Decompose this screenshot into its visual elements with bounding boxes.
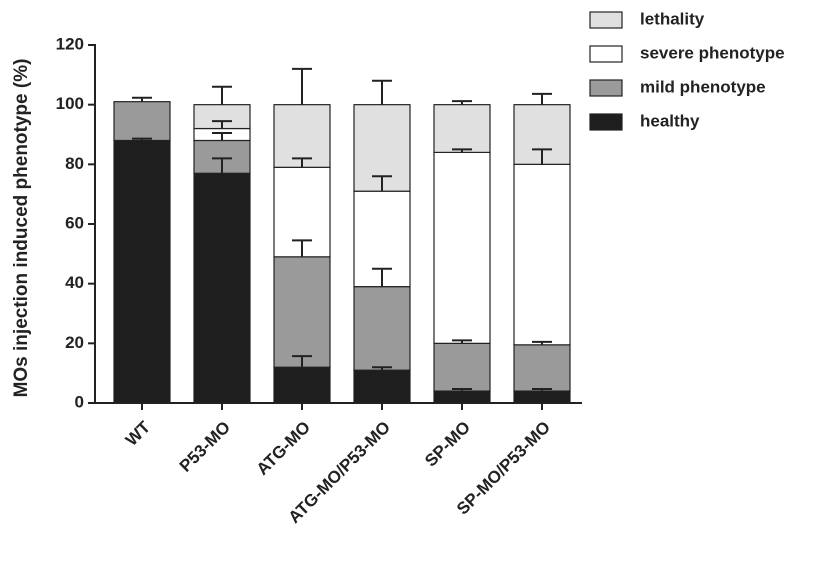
- bar-segment: [433, 390, 491, 404]
- y-tick-label: 80: [65, 154, 84, 173]
- error-bar: [292, 355, 312, 368]
- bar-segment: [273, 366, 331, 404]
- error-bar: [132, 137, 152, 141]
- legend-label: healthy: [640, 111, 700, 130]
- legend-label: mild phenotype: [640, 77, 766, 96]
- bar-segment: [113, 139, 171, 404]
- x-tick-label: WT: [122, 417, 155, 450]
- y-tick-label: 40: [65, 273, 84, 292]
- error-bar: [452, 339, 472, 344]
- legend-swatch: [589, 79, 623, 97]
- x-tick-label: ATG-MO: [253, 418, 314, 479]
- error-bar: [452, 148, 472, 153]
- bar-segment: [113, 101, 171, 142]
- error-bar: [212, 157, 232, 174]
- error-bar: [132, 96, 152, 102]
- bar-segment: [433, 104, 491, 153]
- y-tick-label: 120: [56, 34, 84, 53]
- error-bar: [212, 132, 232, 141]
- y-tick-label: 100: [56, 94, 84, 113]
- legend-swatch: [589, 113, 623, 131]
- bar-segment: [193, 172, 251, 404]
- legend-swatch: [589, 45, 623, 63]
- error-bar: [452, 100, 472, 105]
- x-tick-label: SP-MO: [421, 418, 474, 471]
- legend-label: severe phenotype: [640, 43, 785, 62]
- legend-swatch: [589, 11, 623, 29]
- error-bar: [372, 175, 392, 192]
- x-tick-label: P53-MO: [176, 418, 234, 476]
- y-tick-label: 0: [75, 392, 84, 411]
- y-tick-label: 20: [65, 333, 84, 352]
- bar-segment: [273, 256, 331, 368]
- error-bar: [372, 267, 392, 287]
- error-bar: [372, 79, 392, 105]
- legend-label: lethality: [640, 9, 705, 28]
- error-bar: [292, 67, 312, 105]
- bar-segment: [433, 151, 491, 344]
- error-bar: [292, 239, 312, 257]
- bar-segment: [513, 390, 571, 404]
- error-bar: [532, 92, 552, 105]
- error-bar: [212, 120, 232, 129]
- error-bar: [532, 387, 552, 392]
- error-bar: [292, 157, 312, 168]
- y-tick-label: 60: [65, 213, 84, 232]
- error-bar: [212, 85, 232, 105]
- bar-segment: [273, 104, 331, 168]
- error-bar: [452, 387, 472, 392]
- bar-segment: [433, 342, 491, 392]
- bar-segment: [353, 286, 411, 371]
- error-bar: [532, 340, 552, 345]
- error-bar: [372, 366, 392, 371]
- error-bar: [532, 148, 552, 165]
- bar-segment: [513, 163, 571, 346]
- y-axis-label: MOs injection induced phenotype (%): [11, 59, 32, 398]
- bar-segment: [513, 344, 571, 392]
- bar-segment: [353, 369, 411, 404]
